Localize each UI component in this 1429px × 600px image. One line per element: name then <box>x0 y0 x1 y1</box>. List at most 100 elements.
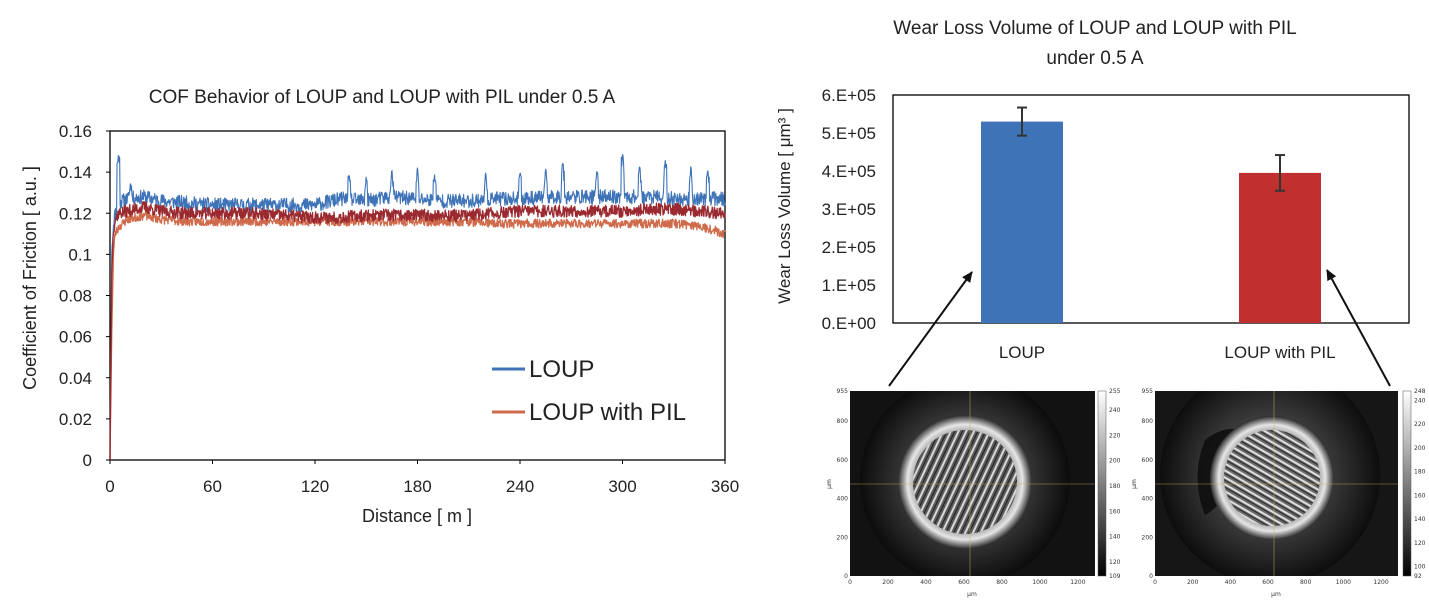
colorbar-tick-label: 160 <box>1109 508 1121 515</box>
cof-series-loup-with-pil-dark <box>109 201 726 461</box>
micrograph-loup-y-unit: μm <box>826 479 833 489</box>
wear-bars-group <box>981 106 1321 323</box>
micrograph-x-tick-label: 400 <box>1225 579 1237 586</box>
wear-y-tick-label: 2.E+05 <box>822 238 876 257</box>
micrograph-x-tick-label: 1200 <box>1373 579 1388 586</box>
micrograph-x-tick-label: 800 <box>1300 579 1312 586</box>
cof-x-tick-label: 300 <box>608 477 636 496</box>
colorbar-tick-label: 140 <box>1109 534 1121 541</box>
wear-chart: Wear Loss Volume of LOUP and LOUP with P… <box>775 18 1410 362</box>
micrograph-y-tick-label: 600 <box>837 457 849 464</box>
cof-x-tick-label: 120 <box>301 477 329 496</box>
cof-chart-title: COF Behavior of LOUP and LOUP with PIL u… <box>149 87 616 108</box>
cof-y-tick-label: 0.04 <box>59 369 92 388</box>
micrograph-y-tick-label: 600 <box>1142 457 1154 464</box>
micrograph-loup-with-pil-y-unit: μm <box>1131 479 1138 489</box>
colorbar-tick-label: 255 <box>1109 388 1121 395</box>
wear-y-tick-label: 3.E+05 <box>822 200 876 219</box>
cof-y-axis-label: Coefficient of Friction [ a.u. ] <box>20 166 40 390</box>
cof-series-group <box>109 154 726 461</box>
micrograph-loup-with-pil-x-unit: μm <box>1271 591 1281 598</box>
micrograph-y-tick-label: 0 <box>844 573 848 580</box>
cof-y-tick-label: 0.08 <box>59 287 92 306</box>
cof-y-tick-label: 0.14 <box>59 163 92 182</box>
colorbar-tick-label: 200 <box>1414 445 1426 452</box>
micrograph-x-tick-label: 1000 <box>1032 579 1047 586</box>
cof-y-tick-label: 0.16 <box>59 122 92 141</box>
cof-x-axis-label: Distance [ m ] <box>362 506 472 526</box>
arrow-to-loup-with-pil-bar <box>1326 269 1391 387</box>
wear-category-label: LOUP with PIL <box>1224 343 1335 362</box>
colorbar-tick-label: 240 <box>1414 397 1426 404</box>
colorbar-tick-label: 220 <box>1109 432 1121 439</box>
micrograph-loup-ticks: 0 200 400 600 800 1000 1200 0 200 400 600 800 955 109… <box>837 388 1121 586</box>
colorbar-tick-label: 240 <box>1109 407 1121 414</box>
wear-category-label: LOUP <box>999 343 1045 362</box>
cof-x-axis: 0 60 120 180 240 300 360 <box>105 460 739 496</box>
cof-y-tick-label: 0.06 <box>59 328 92 347</box>
colorbar-tick-label: 120 <box>1109 559 1121 566</box>
cof-y-tick-label: 0 <box>83 451 92 470</box>
micrograph-x-tick-label: 0 <box>1153 579 1157 586</box>
colorbar-tick-label: 92 <box>1414 573 1422 580</box>
legend-label-loup-with-pil: LOUP with PIL <box>529 399 686 426</box>
wear-y-axis: 0.E+00 1.E+05 2.E+05 3.E+05 4.E+05 5.E+05 6.E+… <box>822 86 876 333</box>
colorbar-loup <box>1097 390 1107 577</box>
wear-y-tick-label: 0.E+00 <box>822 314 876 333</box>
cof-chart: COF Behavior of LOUP and LOUP with PIL u… <box>20 87 739 526</box>
arrow-to-loup-bar <box>888 271 973 387</box>
wear-chart-title-line-2: under 0.5 A <box>1046 48 1144 69</box>
micrograph-y-tick-label: 955 <box>1142 388 1154 395</box>
micrograph-y-tick-label: 400 <box>837 496 849 503</box>
wear-bar-loup-with-pil <box>1239 172 1321 323</box>
micrograph-x-tick-label: 200 <box>1187 579 1199 586</box>
micrograph-x-tick-label: 0 <box>848 579 852 586</box>
colorbar-tick-label: 180 <box>1109 483 1121 490</box>
colorbar-tick-label: 100 <box>1414 564 1426 571</box>
cof-series-loup <box>109 154 726 461</box>
wear-y-tick-label: 5.E+05 <box>822 124 876 143</box>
micrograph-x-tick-label: 400 <box>920 579 932 586</box>
wear-plot-area <box>892 94 1410 324</box>
micrograph-y-tick-label: 800 <box>837 418 849 425</box>
cof-y-tick-label: 0.02 <box>59 410 92 429</box>
cof-x-tick-label: 0 <box>105 477 114 496</box>
cof-y-tick-label: 0.1 <box>68 245 92 264</box>
cof-plot-area <box>109 130 726 461</box>
micrograph-x-tick-label: 600 <box>1262 579 1274 586</box>
cof-x-tick-label: 360 <box>711 477 739 496</box>
cof-legend: LOUP LOUP with PIL <box>492 356 686 426</box>
cof-y-tick-label: 0.12 <box>59 204 92 223</box>
colorbar-tick-label: 180 <box>1414 469 1426 476</box>
wear-y-tick-label: 1.E+05 <box>822 276 876 295</box>
micrograph-x-tick-label: 600 <box>958 579 970 586</box>
cof-series-loup-with-pil <box>109 210 726 461</box>
micrograph-y-tick-label: 200 <box>1142 534 1154 541</box>
micrograph-x-tick-label: 1200 <box>1070 579 1085 586</box>
colorbar-tick-label: 248 <box>1414 388 1426 395</box>
micrograph-y-tick-label: 955 <box>837 388 849 395</box>
cof-x-tick-label: 180 <box>403 477 431 496</box>
colorbar-tick-label: 200 <box>1109 458 1121 465</box>
cof-x-tick-label: 240 <box>506 477 534 496</box>
micrograph-x-tick-label: 200 <box>882 579 894 586</box>
colorbar-tick-label: 109 <box>1109 573 1121 580</box>
wear-y-axis-label: Wear Loss Volume [ μm³ ] <box>775 108 794 304</box>
colorbar-tick-label: 160 <box>1414 492 1426 499</box>
wear-chart-title-line-1: Wear Loss Volume of LOUP and LOUP with P… <box>893 18 1296 39</box>
colorbar-tick-label: 140 <box>1414 516 1426 523</box>
colorbar-loup-with-pil <box>1402 390 1412 577</box>
wear-bar-loup <box>981 121 1063 323</box>
colorbar-tick-label: 220 <box>1414 421 1426 428</box>
colorbar-tick-label: 120 <box>1414 540 1426 547</box>
micrograph-y-tick-label: 0 <box>1149 573 1153 580</box>
wear-y-tick-label: 4.E+05 <box>822 162 876 181</box>
wear-y-tick-label: 6.E+05 <box>822 86 876 105</box>
micrograph-x-tick-label: 800 <box>996 579 1008 586</box>
micrograph-loup-x-unit: μm <box>967 591 977 598</box>
micrograph-y-tick-label: 400 <box>1142 496 1154 503</box>
micrograph-x-tick-label: 1000 <box>1336 579 1351 586</box>
micrograph-y-tick-label: 800 <box>1142 418 1154 425</box>
wear-x-axis: LOUP LOUP with PIL <box>999 343 1336 362</box>
